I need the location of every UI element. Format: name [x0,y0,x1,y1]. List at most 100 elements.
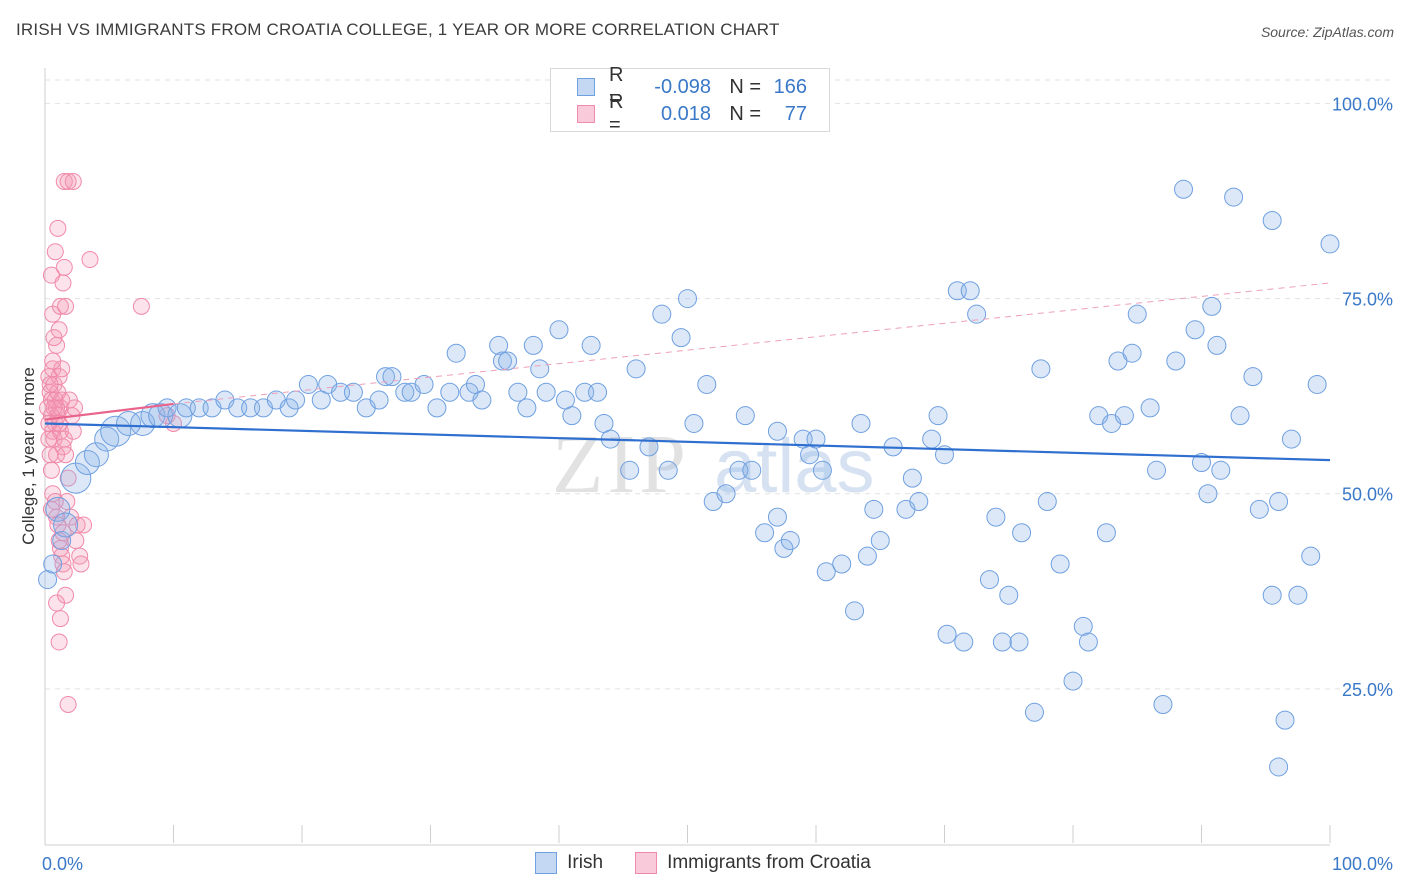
point-irish [658,460,678,480]
point-irish [1269,757,1289,777]
legend-swatch-croatia [635,852,658,874]
axes [44,68,1331,846]
point-irish [498,351,518,371]
point-irish [100,415,132,447]
point-irish [1249,499,1269,519]
point-irish [1096,523,1116,543]
point-croatia [64,172,82,190]
point-irish [1192,453,1211,472]
trend-line-croatia [44,402,174,421]
point-irish [1050,554,1070,574]
point-irish [440,382,460,402]
point-croatia [46,243,64,261]
point-irish [1275,710,1295,730]
point-irish [735,406,755,426]
point-irish [343,382,363,402]
point-croatia [55,172,73,190]
point-irish [845,601,865,621]
point-irish [678,289,697,309]
point-irish [1063,671,1083,691]
legend-stats: R = -0.098 N = 166 R = 0.018 N = 77 [550,64,830,136]
point-irish [1202,296,1222,316]
legend-n-label: N = [729,75,761,98]
point-irish [1243,367,1263,387]
point-irish [1262,211,1282,231]
point-croatia [75,516,93,534]
point-irish [395,382,415,402]
point-irish [1269,492,1289,512]
x-tick-label-min: 0.0% [42,854,83,874]
point-irish [1009,632,1029,652]
point-irish [986,507,1006,527]
point-croatia [64,422,82,440]
point-irish [832,554,852,574]
legend-r-label: R = [609,64,624,109]
point-irish [774,538,794,558]
point-croatia [44,352,62,370]
point-irish [446,343,466,363]
point-croatia [45,329,63,347]
point-croatia [42,461,60,479]
point-irish [1262,585,1282,605]
point-irish [45,496,71,522]
legend-r-label: R = [609,91,624,136]
point-irish [767,507,787,527]
point-irish [1230,406,1250,426]
legend-item-croatia[interactable]: Immigrants from Croatia [635,852,871,874]
point-irish [279,398,299,418]
point-irish [620,460,640,480]
point-irish [286,390,306,410]
point-irish [812,460,832,480]
point-croatia [132,297,150,315]
point-irish [626,359,646,379]
watermark-zip: ZIP [552,418,690,511]
point-irish [652,304,672,324]
point-irish [588,382,608,402]
point-irish [53,512,79,538]
point-irish [376,367,396,387]
legend-item-irish[interactable]: Irish [535,852,603,874]
legend-label-irish: Irish [567,852,604,873]
point-croatia [67,532,85,550]
grid-lines [45,79,1390,690]
point-irish [960,281,980,301]
point-croatia [72,555,90,573]
point-irish [1012,523,1032,543]
point-irish [1031,359,1051,379]
point-irish [1207,335,1227,355]
point-croatia [45,399,63,417]
legend-r-value: -0.098 [654,75,711,98]
point-irish [954,632,974,652]
point-irish [1122,343,1142,363]
point-irish [1037,492,1057,512]
point-irish [992,632,1012,652]
point-irish [1281,429,1301,449]
source-label: Source: ZipAtlas.com [1260,24,1394,40]
point-irish [671,328,691,348]
point-croatia [49,219,67,237]
trend-line-irish [44,422,1331,462]
point-irish [1211,460,1231,480]
legend-series: Irish Immigrants from Croatia [0,852,1406,874]
point-irish [581,335,601,355]
point-irish [1166,351,1186,371]
point-irish [38,570,58,590]
point-irish [684,413,704,433]
points-irish [38,179,1340,777]
point-irish [43,554,63,574]
point-irish [780,531,800,551]
trend-lines [44,282,1331,462]
point-irish [1198,484,1218,504]
y-tick-label: 25.0% [1342,680,1393,700]
point-irish [1078,632,1098,652]
point-croatia [41,446,59,464]
chart-title: IRISH VS IMMIGRANTS FROM CROATIA COLLEGE… [16,20,780,39]
point-croatia [60,391,78,409]
y-tick-label: 75.0% [1342,290,1393,310]
point-irish [1307,374,1327,394]
point-irish [536,382,556,402]
point-croatia [59,172,77,190]
point-irish [1185,320,1205,340]
point-irish [755,523,775,543]
point-croatia [59,695,77,713]
